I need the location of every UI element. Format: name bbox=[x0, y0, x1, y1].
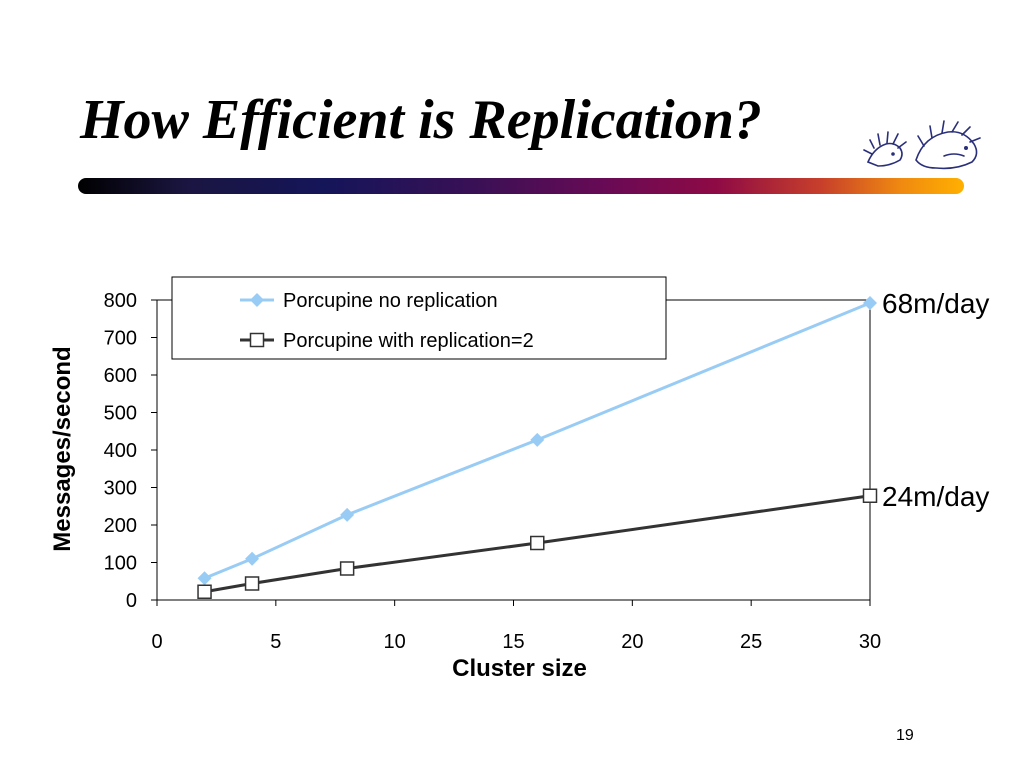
y-tick-label: 400 bbox=[104, 440, 137, 462]
legend-label: Porcupine with replication=2 bbox=[283, 330, 534, 352]
y-tick-label: 0 bbox=[126, 590, 137, 612]
x-axis-title: Cluster size bbox=[452, 655, 587, 682]
y-tick-label: 500 bbox=[104, 403, 137, 425]
data-point bbox=[530, 432, 545, 447]
data-point bbox=[244, 576, 260, 591]
data-point bbox=[197, 571, 212, 586]
data-point bbox=[339, 561, 355, 576]
y-tick-label: 200 bbox=[104, 515, 137, 537]
y-tick-label: 600 bbox=[104, 365, 137, 387]
slide-title: How Efficient is Replication? bbox=[80, 89, 762, 151]
data-point bbox=[340, 507, 355, 522]
series-end-label: 24m/day bbox=[882, 481, 989, 512]
y-tick-label: 800 bbox=[104, 290, 137, 312]
data-point bbox=[862, 488, 878, 503]
legend-marker bbox=[250, 293, 264, 307]
y-tick-label: 700 bbox=[104, 328, 137, 350]
title-gradient-bar bbox=[78, 178, 964, 194]
porcupine-logo-icon bbox=[863, 120, 981, 170]
legend-label: Porcupine no replication bbox=[283, 290, 498, 312]
data-point bbox=[863, 296, 877, 310]
x-tick-label: 5 bbox=[270, 631, 281, 653]
x-tick-label: 20 bbox=[621, 631, 643, 653]
series-end-label: 68m/day bbox=[882, 288, 989, 319]
x-tick-label: 10 bbox=[384, 631, 406, 653]
legend-marker bbox=[249, 332, 265, 348]
x-tick-label: 25 bbox=[740, 631, 762, 653]
x-tick-label: 0 bbox=[151, 631, 162, 653]
data-point bbox=[530, 535, 545, 551]
x-tick-label: 30 bbox=[859, 631, 881, 653]
x-tick-label: 15 bbox=[502, 631, 524, 653]
data-point bbox=[245, 551, 260, 566]
y-tick-label: 100 bbox=[104, 553, 137, 575]
y-axis-title: Messages/second bbox=[49, 346, 76, 551]
data-point bbox=[197, 584, 212, 599]
y-tick-label: 300 bbox=[104, 478, 137, 500]
page-number: 19 bbox=[896, 727, 914, 744]
